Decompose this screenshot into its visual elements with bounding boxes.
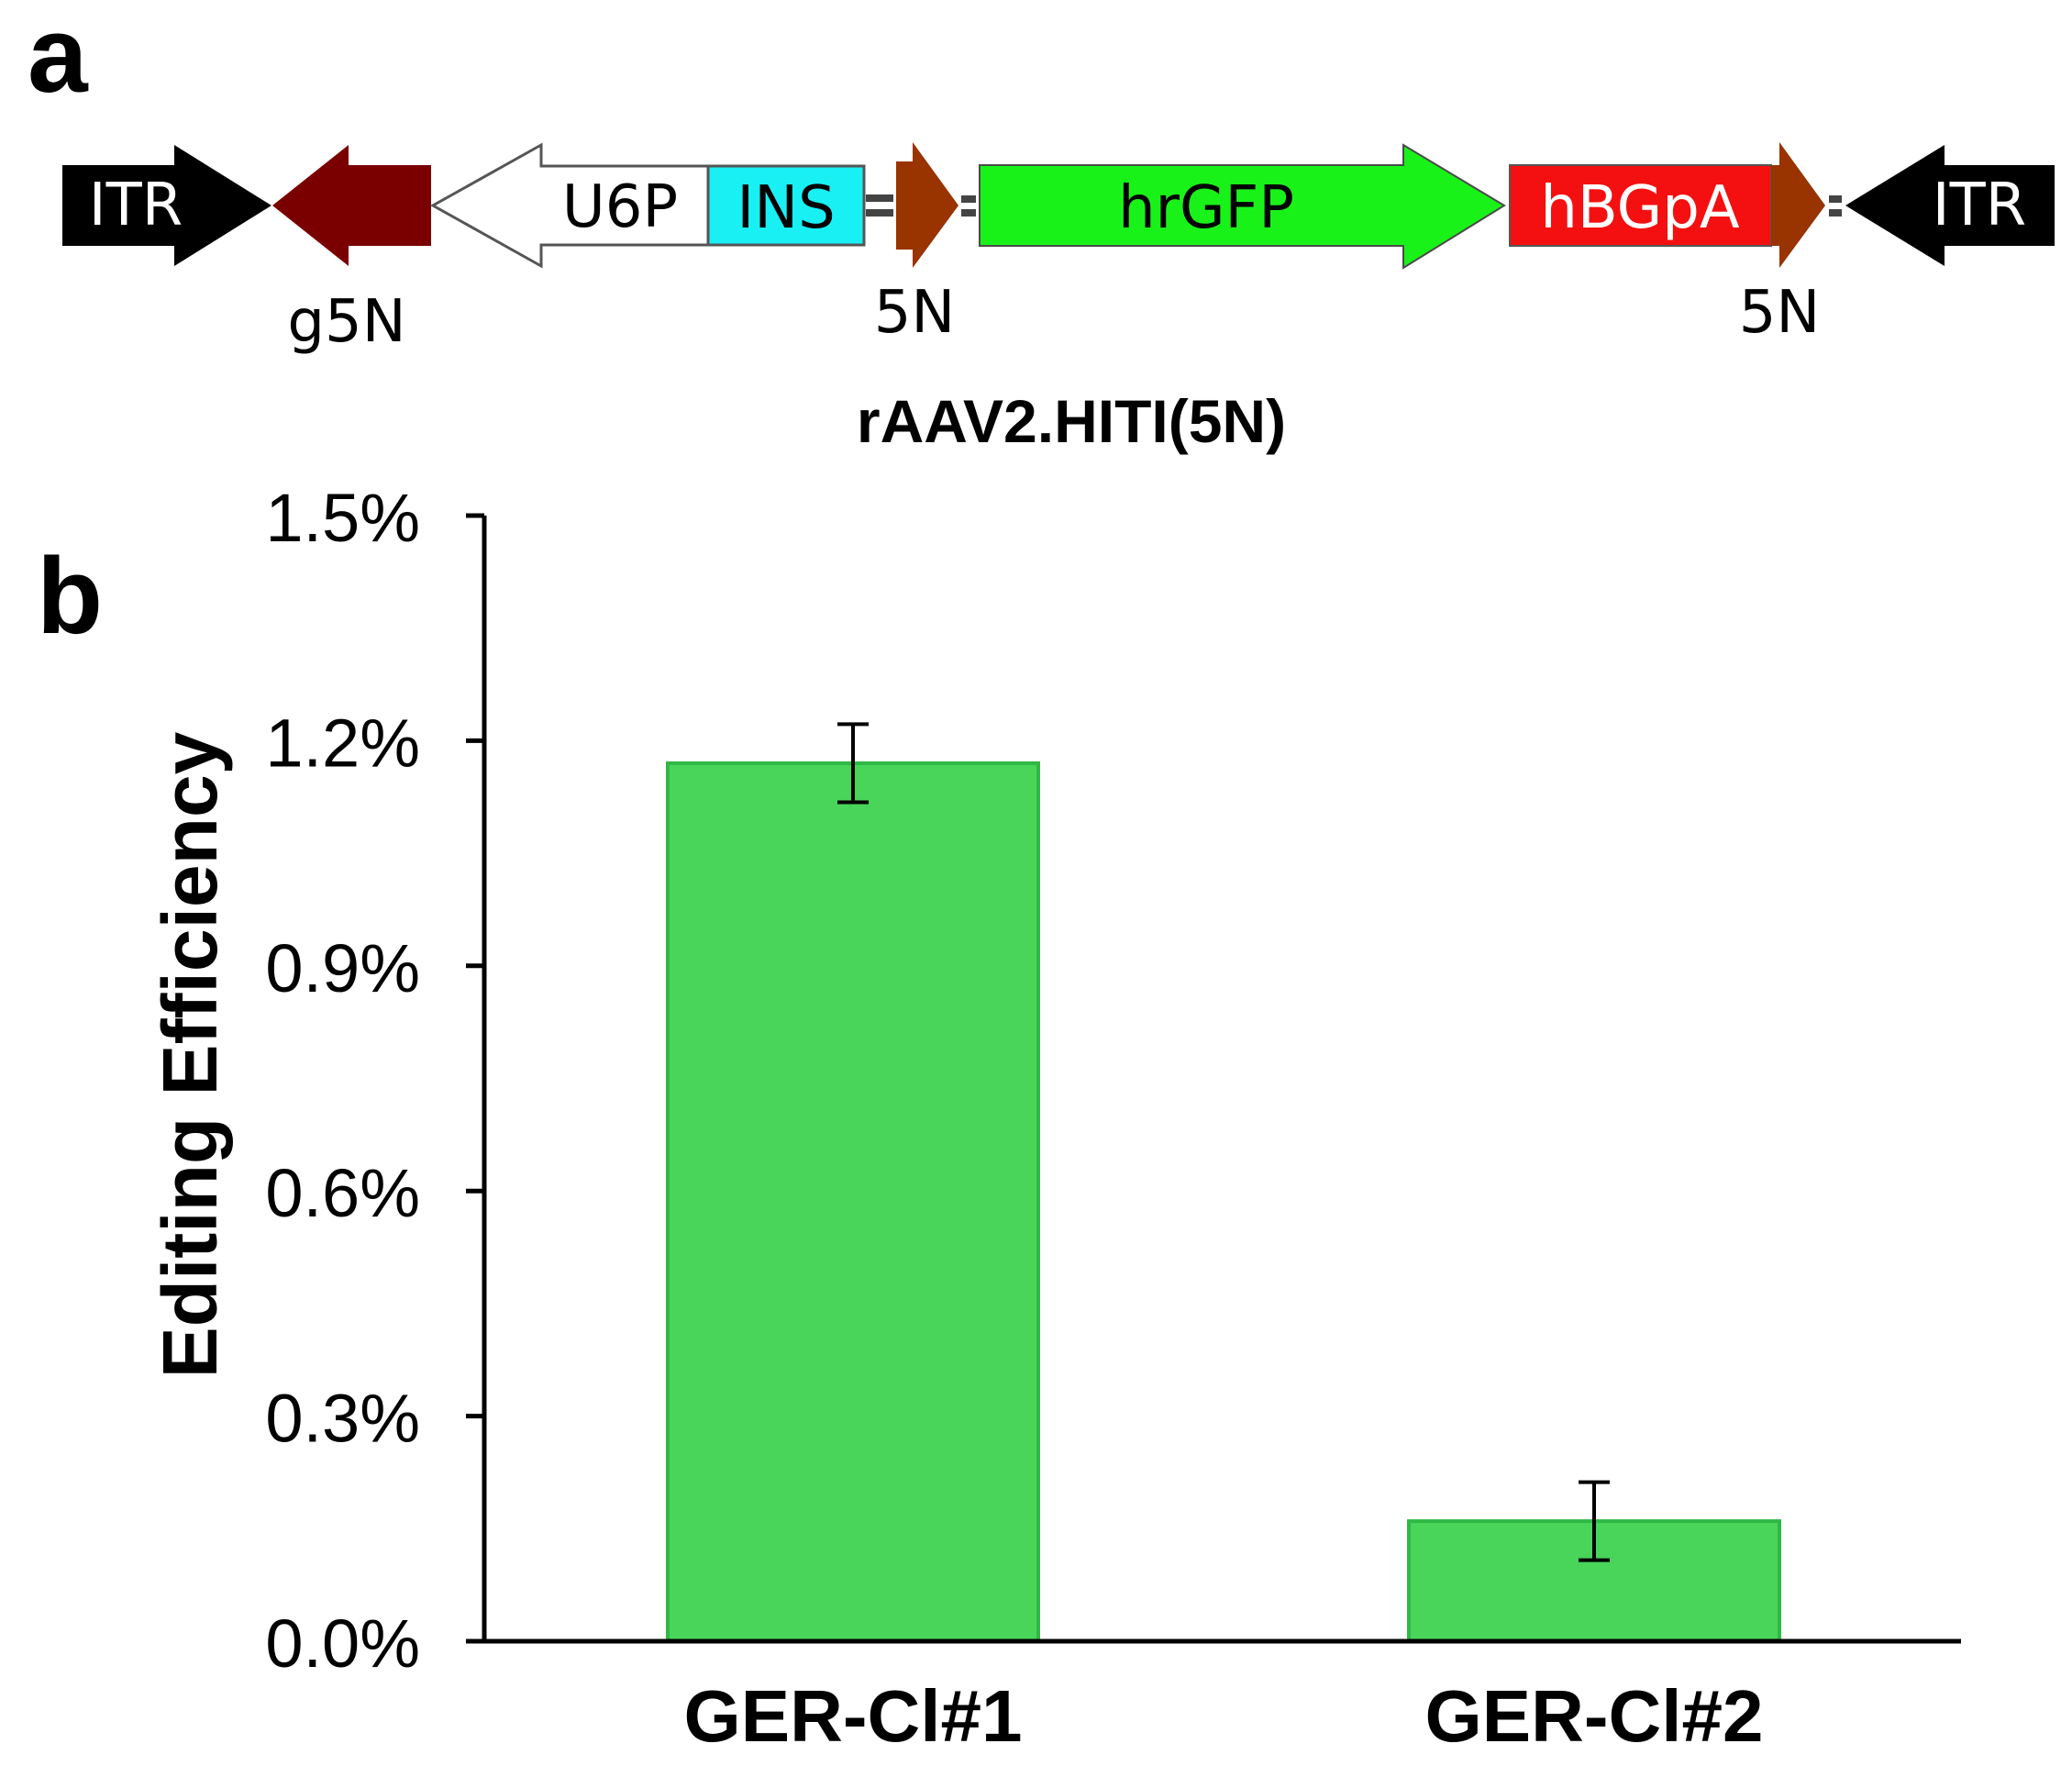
g5n-arrow [272, 145, 431, 266]
y-axis-label: Editing Efficiency [147, 731, 233, 1378]
bar-1 [666, 761, 1040, 1643]
y-tick-label-3: 0.9% [265, 930, 420, 1006]
y-tick-label-5: 1.5% [265, 480, 420, 556]
y-tick-label-1: 0.3% [265, 1381, 420, 1457]
hbgpa-element: hBGpA [1509, 164, 1772, 247]
x-category-label-2: GER-Cl#2 [1425, 1675, 1764, 1757]
bar-chart-plot: 0.0% 0.3% 0.6% 0.9% 1.2% 1.5% GER-Cl#1 GER-Cl#2 [265, 480, 1961, 1757]
spacer-marks-2 [961, 195, 976, 217]
5n-site-1-arrow [896, 142, 958, 268]
x-category-label-1: GER-Cl#1 [684, 1675, 1023, 1757]
construct-title: rAAV2.HITI(5N) [857, 387, 1286, 455]
panel-a-label: a [28, 0, 89, 116]
ins-label: INS [737, 174, 835, 242]
5n-site-2-label: 5N [1739, 279, 1821, 347]
g5n-label: g5N [287, 288, 405, 356]
spacer-marks-3 [1829, 195, 1842, 217]
itr-right-element: ITR [1845, 145, 2055, 266]
ins-element: INS [706, 164, 866, 247]
hbgpa-label: hBGpA [1540, 174, 1740, 242]
hrgfp-label: hrGFP [1118, 174, 1294, 242]
y-tick-label-0: 0.0% [265, 1605, 420, 1682]
itr-left-element: ITR [62, 145, 271, 266]
u6p-element: U6P [429, 142, 710, 269]
itr-left-label: ITR [89, 172, 183, 239]
itr-right-label: ITR [1933, 172, 2026, 239]
5n-site-2-arrow [1771, 142, 1825, 268]
panel-b-label: b [37, 536, 103, 657]
hrgfp-element: hrGFP [979, 143, 1506, 270]
y-tick-label-4: 1.2% [265, 705, 420, 781]
y-tick-label-2: 0.6% [265, 1155, 420, 1231]
5n-site-1-label: 5N [874, 279, 956, 347]
u6p-label: U6P [562, 173, 678, 241]
spacer-marks-1 [866, 194, 893, 217]
